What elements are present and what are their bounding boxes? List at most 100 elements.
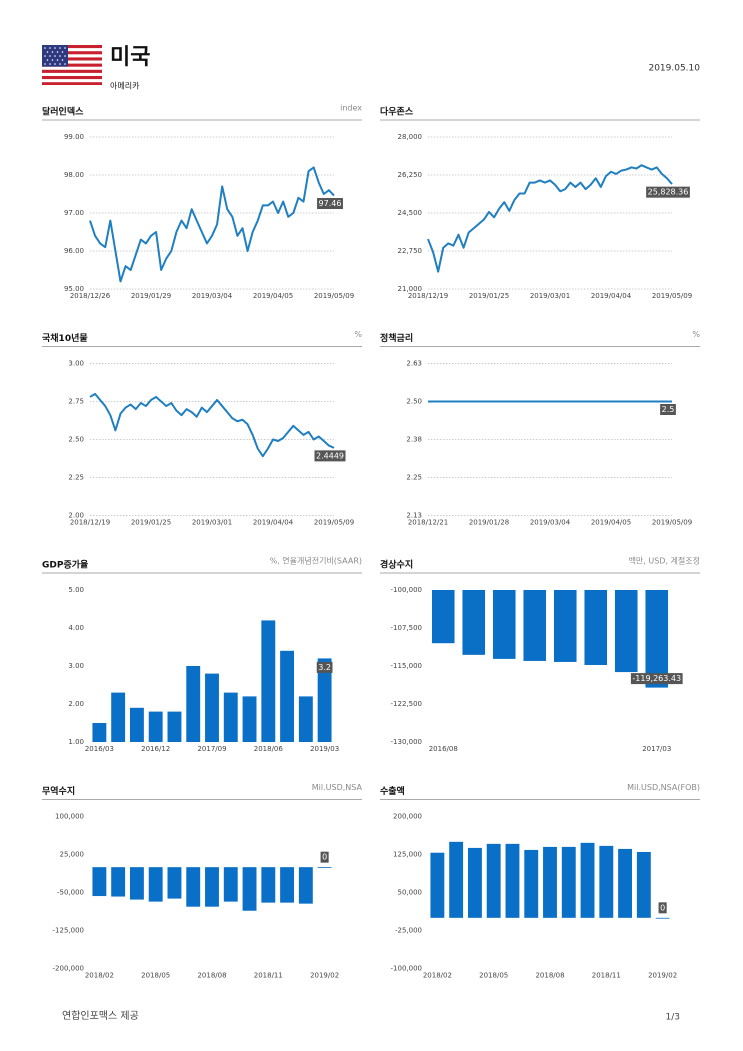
value-label-box <box>317 198 343 210</box>
y-tick-label: 1.00 <box>68 738 84 746</box>
bar <box>167 867 182 899</box>
bar <box>111 867 126 897</box>
x-tick-label: 2016/03 <box>85 745 114 753</box>
value-label: 3.2 <box>318 663 331 672</box>
bar <box>242 696 257 742</box>
bar <box>584 590 608 665</box>
bar <box>449 841 464 918</box>
x-tick-label: 2016/12 <box>141 745 170 753</box>
x-tick-label: 2019/01/29 <box>131 292 171 300</box>
bar <box>186 666 201 742</box>
data-line <box>89 392 335 458</box>
y-tick-label: -125,000 <box>53 927 84 935</box>
y-tick-label: 21,000 <box>398 285 423 293</box>
x-tick-label: 2017/03 <box>642 745 671 753</box>
panel-title: 무역수지 <box>42 785 75 797</box>
y-tick-label: 2.00 <box>68 700 84 708</box>
panel-unit: % <box>692 330 700 339</box>
x-tick-label: 2018/12/26 <box>70 292 111 300</box>
x-tick-label: 2019/02 <box>648 972 677 980</box>
x-tick-label: 2019/05/09 <box>652 292 692 300</box>
x-tick-label: 2018/05 <box>479 972 508 980</box>
x-tick-label: 2018/06 <box>254 745 284 753</box>
region: 아메리카 <box>110 81 140 91</box>
x-tick-label: 2016/08 <box>429 745 458 753</box>
bar <box>148 867 163 902</box>
y-tick-label: 26,250 <box>398 171 423 179</box>
bar <box>223 867 238 902</box>
bar <box>599 845 614 918</box>
y-tick-label: 2.00 <box>68 512 84 520</box>
x-tick-label: 2018/02 <box>85 972 114 980</box>
panel-unit: Mil.USD,NSA <box>312 783 363 792</box>
bar <box>186 867 201 907</box>
bar <box>524 849 539 918</box>
y-tick-label: -130,000 <box>391 738 422 746</box>
bar <box>618 848 633 918</box>
x-tick-label: 2019/03/04 <box>192 292 233 300</box>
y-tick-label: 2.50 <box>68 436 84 444</box>
y-tick-label: 125,000 <box>393 851 422 859</box>
bar <box>280 650 295 742</box>
y-tick-label: 4.00 <box>68 624 84 632</box>
value-label: 97.46 <box>319 199 342 208</box>
bar <box>431 590 455 644</box>
panel-title: 경상수지 <box>380 559 413 571</box>
panel-title: 다우존스 <box>380 106 414 118</box>
x-tick-label: 2018/12/19 <box>408 292 448 300</box>
y-tick-label: 96.00 <box>64 247 84 255</box>
x-tick-label: 2018/08 <box>535 972 564 980</box>
y-tick-label: 22,750 <box>398 247 423 255</box>
bar <box>205 867 219 907</box>
bar <box>614 590 638 673</box>
x-tick-label: 2019/04/04 <box>591 292 632 300</box>
y-tick-label: 2.13 <box>406 512 422 520</box>
y-tick-label: 99.00 <box>64 133 84 141</box>
y-tick-label: -115,000 <box>391 662 422 670</box>
bar <box>261 620 276 742</box>
x-tick-label: 2019/01/25 <box>469 292 509 300</box>
bar <box>317 867 332 868</box>
bar <box>242 867 257 911</box>
bar <box>505 843 520 918</box>
bar <box>636 851 651 918</box>
x-tick-label: 2019/01/25 <box>131 519 171 527</box>
value-label-box <box>658 902 667 914</box>
x-tick-label: 2019/01/28 <box>469 519 509 527</box>
value-label: 2.5 <box>662 405 675 414</box>
panel-unit: index <box>340 104 362 113</box>
panel-title: 수출액 <box>380 785 405 797</box>
y-tick-label: 5.00 <box>68 586 84 594</box>
bar <box>129 867 144 900</box>
y-tick-label: 3.00 <box>68 662 84 670</box>
data-line <box>427 164 673 273</box>
panel-title: 국채10년물 <box>42 332 88 344</box>
bar <box>92 723 107 742</box>
y-tick-label: 28,000 <box>398 133 423 141</box>
bar <box>543 846 557 918</box>
y-tick-label: -25,000 <box>395 927 422 935</box>
bar <box>111 692 126 742</box>
bar <box>655 917 670 919</box>
x-tick-label: 2018/12/19 <box>70 519 110 527</box>
y-tick-label: 2.38 <box>406 436 422 444</box>
y-tick-label: 100,000 <box>55 813 84 821</box>
country-title: 미국 <box>110 45 150 70</box>
value-label-box <box>320 851 329 863</box>
y-tick-label: -122,500 <box>391 700 422 708</box>
y-tick-label: 200,000 <box>393 813 422 821</box>
report-date: 2019.05.10 <box>648 64 700 74</box>
y-tick-label: -50,000 <box>57 889 84 897</box>
y-tick-label: -100,000 <box>391 586 422 594</box>
x-tick-label: 2018/11 <box>254 972 283 980</box>
value-label: 2.4449 <box>316 451 344 460</box>
panel-unit: % <box>354 330 362 339</box>
y-tick-label: 2.25 <box>68 474 84 482</box>
y-tick-label: 50,000 <box>398 889 423 897</box>
value-label: 0 <box>322 853 327 862</box>
x-tick-label: 2019/03/01 <box>192 519 232 527</box>
x-tick-label: 2019/04/05 <box>253 292 293 300</box>
